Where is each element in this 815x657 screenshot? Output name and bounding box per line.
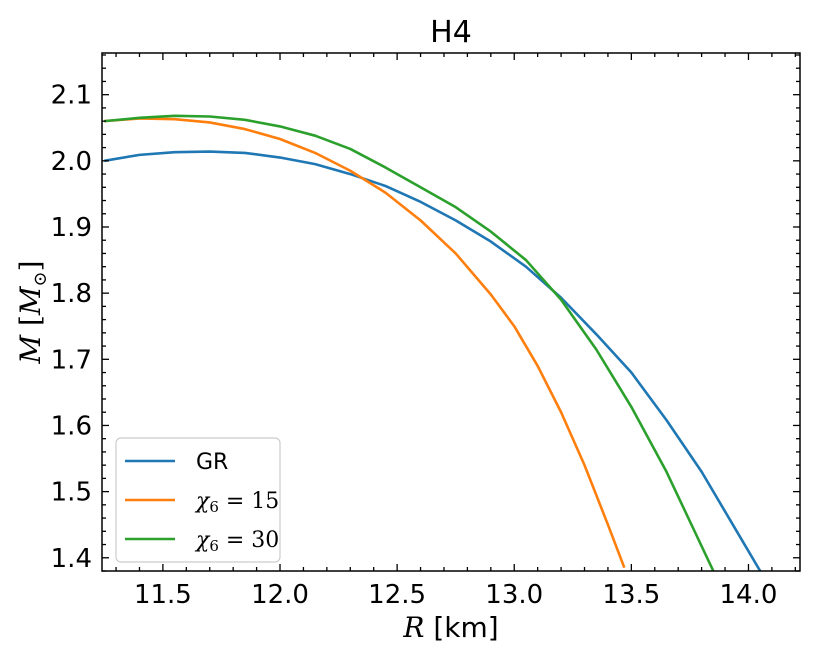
y-tick-label: 2.1	[51, 81, 92, 111]
legend-box	[115, 437, 281, 563]
y-tick-label: 1.9	[51, 213, 92, 243]
y-tick-label: 1.8	[51, 279, 92, 309]
y-tick-label: 2.0	[51, 147, 92, 177]
series-line-1	[104, 117, 626, 569]
y-tick-label: 1.7	[51, 345, 92, 375]
legend: GR χ6 = 15 χ6 = 30	[115, 437, 281, 563]
legend-entry-chi15: χ6 = 15	[125, 489, 279, 516]
axis-tick-labels: 11.5 12.0 12.5 13.0 13.5 14.0 1.4 1.5 1.6 1.7 1.8 1…	[51, 81, 778, 610]
x-axis-label: R [km]	[402, 611, 498, 644]
y-tick-label: 1.4	[51, 544, 92, 574]
plot-frame	[101, 52, 801, 572]
y-tick-label: 1.6	[51, 411, 92, 441]
x-tick-label: 11.5	[134, 580, 192, 610]
chart-title: H4	[430, 15, 472, 50]
legend-entry-chi30: χ6 = 30	[125, 528, 279, 555]
legend-label-gr: GR	[196, 450, 228, 475]
x-tick-label: 13.5	[602, 580, 660, 610]
legend-label-chi15: χ6 = 15	[194, 489, 279, 516]
y-tick-label: 1.5	[51, 478, 92, 508]
series-line-2	[104, 114, 715, 571]
series-line-0	[104, 150, 762, 571]
x-tick-label: 14.0	[720, 580, 778, 610]
x-tick-label: 13.0	[485, 580, 543, 610]
plot-lines	[104, 114, 762, 571]
y-axis-label: M [M⊙]	[14, 260, 51, 364]
legend-label-chi30: χ6 = 30	[194, 528, 279, 555]
x-tick-label: 12.0	[251, 580, 309, 610]
x-tick-label: 12.5	[368, 580, 426, 610]
legend-entry-gr: GR	[125, 450, 228, 475]
